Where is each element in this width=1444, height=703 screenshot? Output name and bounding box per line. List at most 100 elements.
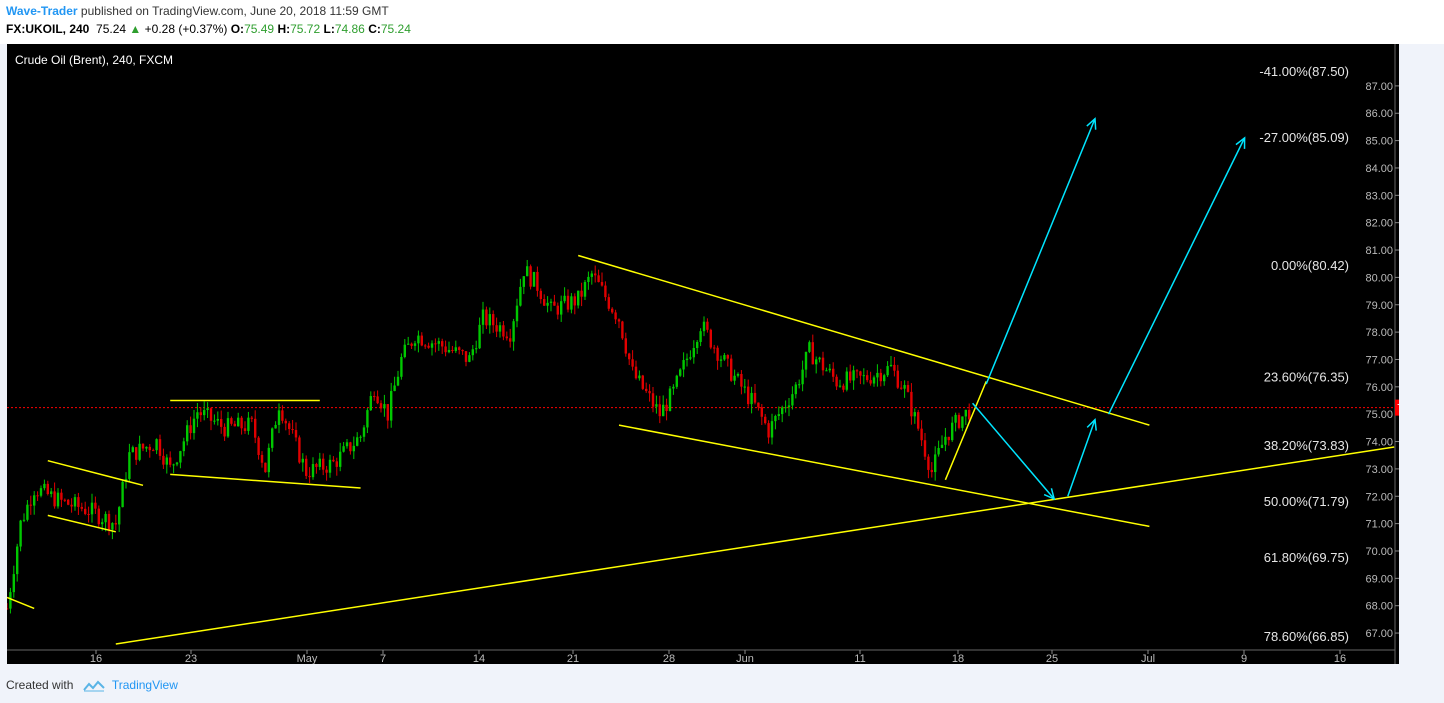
candle-up bbox=[271, 428, 274, 448]
candle-up bbox=[662, 404, 665, 417]
candle-up bbox=[179, 451, 182, 463]
candle-up bbox=[825, 370, 828, 372]
tradingview-logo-icon bbox=[82, 680, 105, 692]
candle-down bbox=[617, 319, 621, 322]
candle-down bbox=[260, 454, 264, 463]
candle-down bbox=[281, 410, 284, 421]
candle-up bbox=[940, 444, 944, 448]
candle-down bbox=[107, 513, 111, 530]
candle-down bbox=[420, 335, 423, 346]
candle-up bbox=[679, 369, 682, 376]
open-value: 75.49 bbox=[244, 22, 275, 36]
author-link[interactable]: Wave-Trader bbox=[6, 4, 78, 18]
candle-up bbox=[468, 355, 471, 362]
candle-up bbox=[886, 366, 889, 376]
up-arrow-icon: ▲ bbox=[129, 22, 142, 36]
time-tick-label: Jun bbox=[736, 653, 754, 664]
candle-up bbox=[808, 342, 811, 352]
candle-down bbox=[189, 425, 192, 434]
candle-up bbox=[430, 343, 434, 348]
candle-down bbox=[821, 357, 825, 371]
candle-down bbox=[917, 412, 920, 429]
price-tick-label: 78.00 bbox=[1365, 327, 1393, 339]
candle-up bbox=[366, 410, 369, 428]
time-tick-label: 16 bbox=[90, 653, 102, 664]
candle-up bbox=[903, 385, 906, 389]
price-chart[interactable]: 67.00 68.00 69.00 70.00 71.00 72.00 73.00 74.00… bbox=[7, 44, 1399, 664]
candle-up bbox=[101, 522, 104, 525]
candle-up bbox=[876, 372, 879, 378]
candle-up bbox=[447, 349, 451, 353]
candle-down bbox=[485, 309, 488, 326]
candle-up bbox=[563, 295, 566, 302]
candle-up bbox=[872, 377, 876, 384]
candle-up bbox=[16, 546, 19, 575]
candle-down bbox=[505, 336, 508, 339]
candle-down bbox=[764, 416, 767, 424]
candle-down bbox=[920, 428, 923, 441]
candle-down bbox=[658, 404, 661, 417]
candle-up bbox=[750, 392, 753, 405]
time-tick-label: 21 bbox=[567, 653, 579, 664]
candle-down bbox=[158, 439, 162, 456]
candle-up bbox=[400, 356, 403, 377]
candle-down bbox=[141, 443, 145, 449]
candle-down bbox=[264, 462, 267, 473]
candle-up bbox=[798, 384, 801, 386]
fib-level-label: 78.60%(66.85) bbox=[1264, 629, 1349, 644]
published-text: published on TradingView.com, June 20, 2… bbox=[77, 4, 389, 18]
price-tick-label: 79.00 bbox=[1365, 300, 1393, 312]
candle-up bbox=[19, 520, 22, 547]
candle-down bbox=[947, 436, 950, 441]
candle-up bbox=[352, 445, 355, 452]
high-value: 75.72 bbox=[290, 22, 321, 36]
candle-up bbox=[203, 410, 206, 416]
candle-up bbox=[743, 386, 746, 388]
fib-level-label: -27.00%(85.09) bbox=[1259, 130, 1349, 145]
candle-down bbox=[923, 440, 927, 457]
candle-up bbox=[587, 276, 590, 282]
candle-down bbox=[209, 408, 213, 421]
candle-down bbox=[597, 275, 600, 283]
tradingview-link[interactable]: TradingView bbox=[111, 678, 178, 692]
candle-up bbox=[692, 348, 695, 358]
candle-up bbox=[175, 462, 179, 465]
candle-up bbox=[403, 344, 406, 357]
candle-down bbox=[767, 423, 770, 438]
fib-level-label: 38.20%(73.83) bbox=[1264, 438, 1349, 453]
arrow-head-icon bbox=[1043, 488, 1056, 501]
candle-up bbox=[818, 357, 821, 360]
candle-up bbox=[396, 376, 400, 386]
fib-level-label: 50.00%(71.79) bbox=[1264, 494, 1349, 509]
candle-down bbox=[148, 446, 151, 451]
candle-up bbox=[696, 341, 699, 349]
publish-info: Wave-Trader published on TradingView.com… bbox=[6, 4, 389, 18]
candle-down bbox=[645, 388, 648, 392]
candle-up bbox=[913, 412, 916, 417]
time-tick-label: Jul bbox=[1141, 653, 1155, 664]
candle-down bbox=[349, 442, 352, 452]
chart-area[interactable]: 67.00 68.00 69.00 70.00 71.00 72.00 73.00 74.00… bbox=[7, 44, 1399, 664]
candle-down bbox=[7, 608, 9, 610]
candle-up bbox=[393, 385, 396, 392]
candle-up bbox=[889, 364, 893, 367]
price-tick-label: 74.00 bbox=[1365, 437, 1393, 449]
candle-up bbox=[781, 407, 784, 415]
candle-up bbox=[478, 324, 481, 349]
candle-up bbox=[131, 447, 134, 453]
candle-down bbox=[254, 418, 257, 438]
candle-down bbox=[726, 355, 729, 359]
candle-up bbox=[417, 335, 420, 344]
candle-down bbox=[730, 358, 733, 381]
price-tick-label: 86.00 bbox=[1365, 108, 1393, 120]
symbol-info: FX:UKOIL, 240 75.24 ▲ +0.28 (+0.37%) O:7… bbox=[6, 22, 411, 36]
candle-up bbox=[675, 375, 678, 387]
candle-up bbox=[787, 405, 791, 408]
candle-up bbox=[138, 443, 141, 460]
candle-down bbox=[53, 491, 56, 507]
candle-up bbox=[33, 495, 36, 506]
candle-up bbox=[362, 427, 366, 437]
candle-down bbox=[566, 295, 570, 310]
candle-down bbox=[308, 475, 311, 478]
candle-up bbox=[668, 388, 672, 411]
